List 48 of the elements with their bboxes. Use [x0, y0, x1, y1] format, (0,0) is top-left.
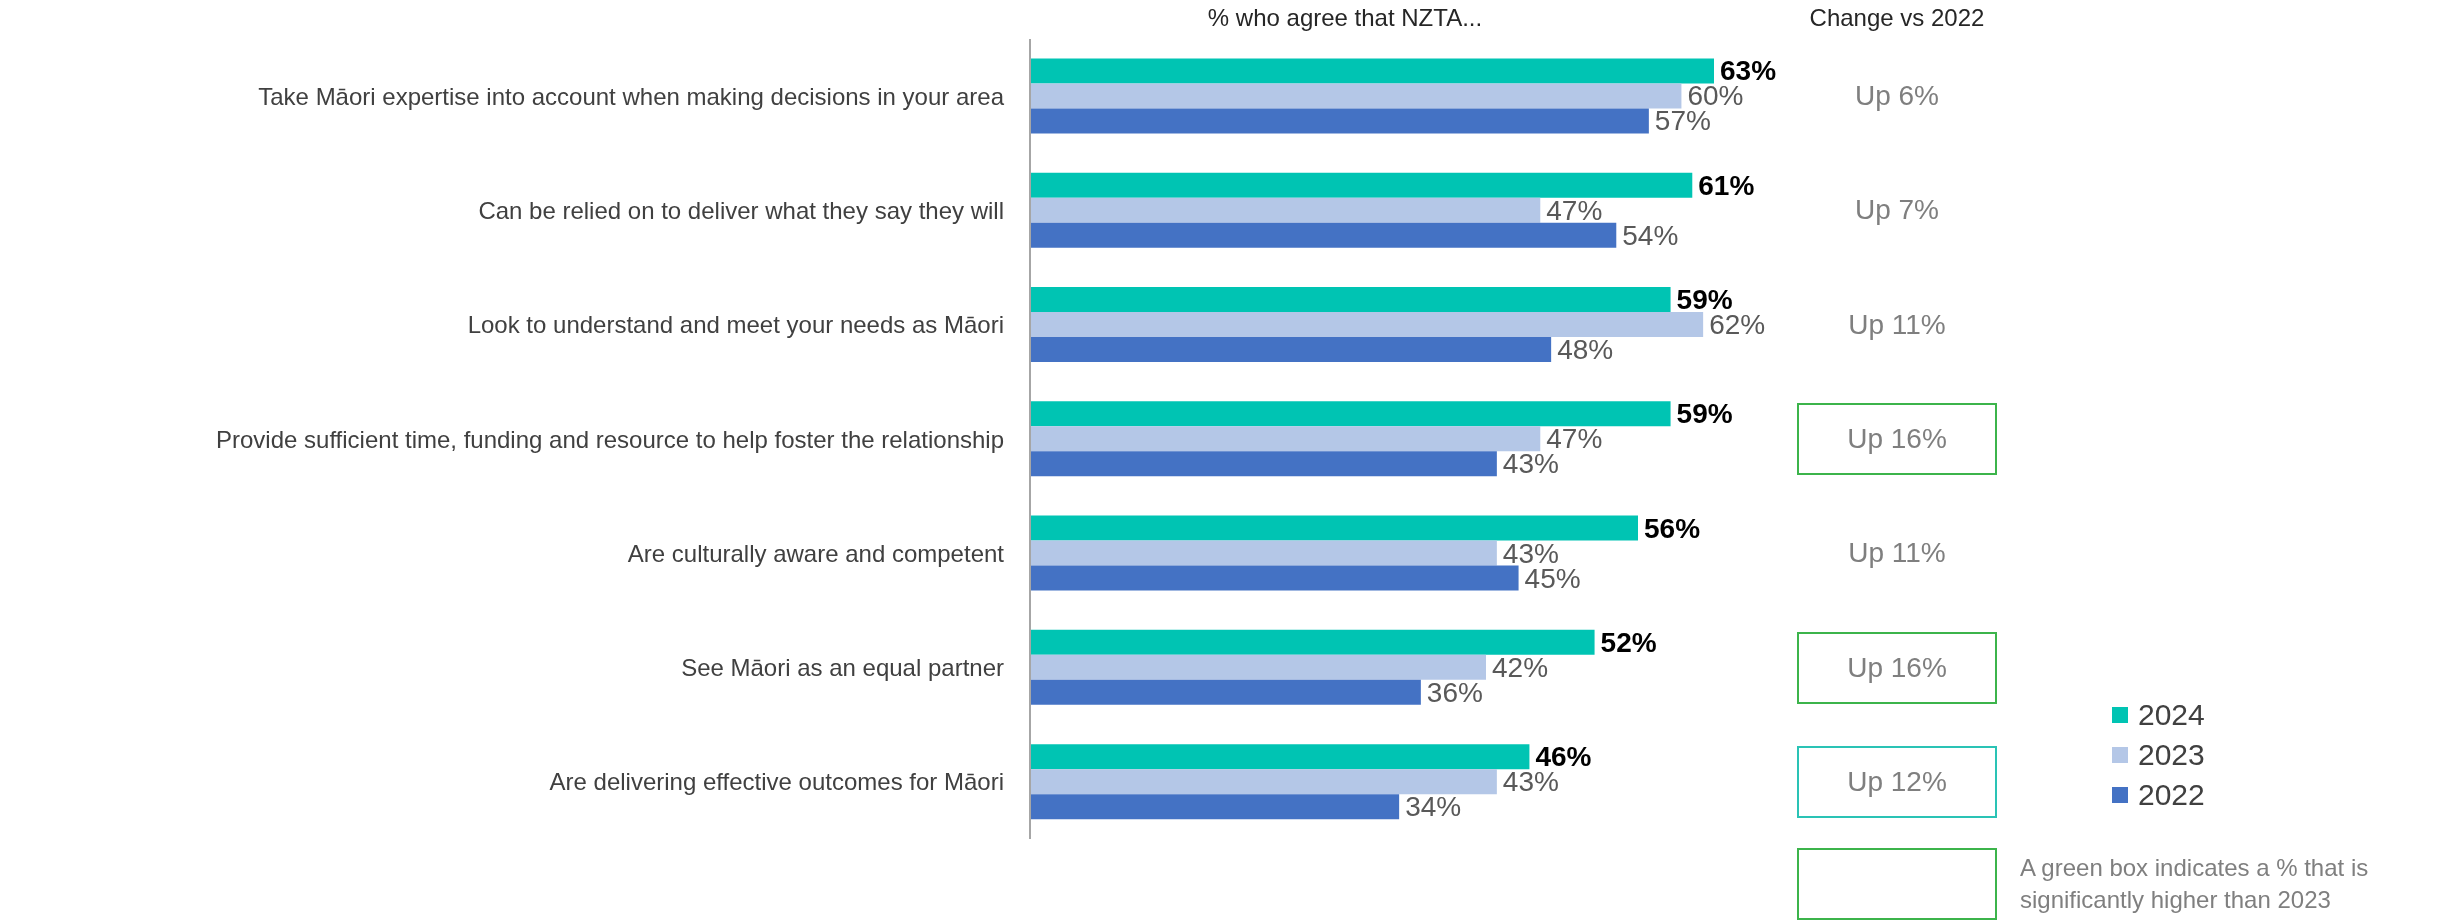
data-label: 59% [1676, 398, 1733, 430]
text: A green box indicates a % that is significantly higher than 2023 [2020, 853, 2370, 915]
data-label: 34% [1405, 791, 1462, 823]
bar [1030, 197, 1541, 223]
y-tick-label: Are culturally aware and competent [627, 539, 1005, 567]
bar [1030, 744, 1530, 770]
bar [1030, 58, 1714, 84]
bar [1030, 794, 1400, 820]
bar [1030, 565, 1519, 591]
bar [1030, 312, 1704, 337]
bar [1030, 83, 1682, 109]
legend-label: 2022 [2137, 777, 2205, 813]
bar [1030, 172, 1693, 198]
data-label: 56% [1644, 512, 1701, 544]
bar [1030, 401, 1671, 427]
data-label: 61% [1698, 169, 1755, 201]
text: Change vs 2022 [1808, 4, 1986, 32]
text: Up 6% [1853, 79, 1940, 114]
bar [1030, 629, 1595, 655]
data-label: 47% [1546, 194, 1603, 226]
data-label: 54% [1622, 219, 1679, 251]
y-tick-label: Can be relied on to deliver what they say they will [478, 196, 1004, 224]
bar [1030, 337, 1552, 362]
y-tick-label: See Māori as an equal partner [681, 654, 1004, 682]
bar [1030, 426, 1541, 452]
data-label: 36% [1426, 676, 1483, 708]
y-tick-label: Are delivering effective outcomes for Māori [549, 768, 1004, 796]
legend-label: 2024 [2137, 697, 2205, 733]
data-label: 52% [1600, 626, 1657, 658]
bar [1030, 679, 1421, 705]
bar [1030, 222, 1617, 248]
data-label: 48% [1557, 334, 1614, 365]
bar [1030, 654, 1486, 680]
data-label: 42% [1492, 651, 1549, 683]
bar [1030, 108, 1649, 134]
text: Up 11% [1847, 307, 1947, 342]
legend-label: 2023 [2137, 737, 2205, 773]
text: Up 7% [1853, 193, 1940, 228]
bar [1030, 451, 1497, 477]
chart-title: % who agree that NZTA... [1206, 4, 1484, 32]
y-tick-label: Take Māori expertise into account when making decisions in your area [258, 82, 1005, 110]
bar [1030, 287, 1671, 312]
text: Up 11% [1847, 536, 1947, 571]
bar [1030, 515, 1638, 541]
bar [1030, 769, 1497, 795]
y-tick-label: Provide sufficient time, funding and resource to help foster the relationship [215, 425, 1004, 453]
bar [1030, 540, 1497, 566]
y-tick-label: Look to understand and meet your needs as Māori [467, 311, 1004, 339]
